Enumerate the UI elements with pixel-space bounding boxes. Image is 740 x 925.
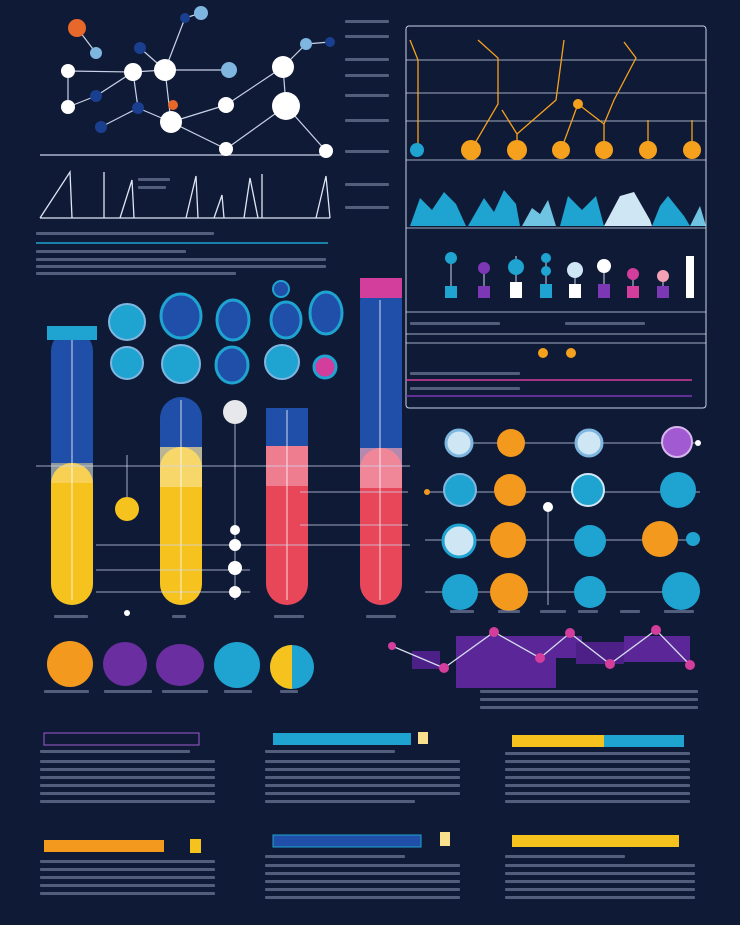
test-tube-4 bbox=[360, 278, 402, 605]
cell-row-bottom bbox=[110, 344, 338, 385]
chart-panel-markers bbox=[410, 99, 701, 160]
cell-row-top bbox=[108, 280, 344, 342]
area-chart bbox=[410, 190, 706, 226]
panel-small-markers bbox=[538, 348, 576, 358]
chart-panel-frame bbox=[405, 25, 707, 409]
header-icon-4 bbox=[190, 839, 201, 853]
tube-beads bbox=[115, 400, 247, 616]
purple-line-series bbox=[391, 629, 691, 669]
test-tube-1 bbox=[47, 326, 97, 605]
purple-bars bbox=[412, 636, 690, 688]
test-tube-2 bbox=[160, 397, 202, 605]
chart-panel-connectors bbox=[409, 39, 693, 151]
header-icon-2 bbox=[418, 732, 428, 744]
test-tube-3 bbox=[266, 408, 308, 605]
tube-guidelines bbox=[36, 465, 410, 593]
header-bar-3 bbox=[512, 735, 604, 747]
purple-line-points bbox=[388, 625, 695, 673]
header-bar-5 bbox=[273, 835, 421, 847]
node-grid bbox=[424, 426, 701, 611]
header-bar-2 bbox=[273, 733, 411, 745]
header-bar-4 bbox=[44, 840, 164, 852]
header-bar-1 bbox=[43, 732, 200, 746]
circle-legend bbox=[47, 641, 314, 689]
network-edges bbox=[40, 12, 331, 156]
header-icon-5 bbox=[440, 832, 450, 846]
header-bar-6 bbox=[512, 835, 679, 847]
network-nodes bbox=[61, 6, 335, 158]
lollipop-heads bbox=[445, 252, 694, 298]
header-bar-5b bbox=[272, 834, 422, 848]
chart-panel-gridlines bbox=[406, 59, 706, 344]
header-bar-3b bbox=[604, 735, 684, 747]
spike-chart bbox=[39, 169, 331, 219]
